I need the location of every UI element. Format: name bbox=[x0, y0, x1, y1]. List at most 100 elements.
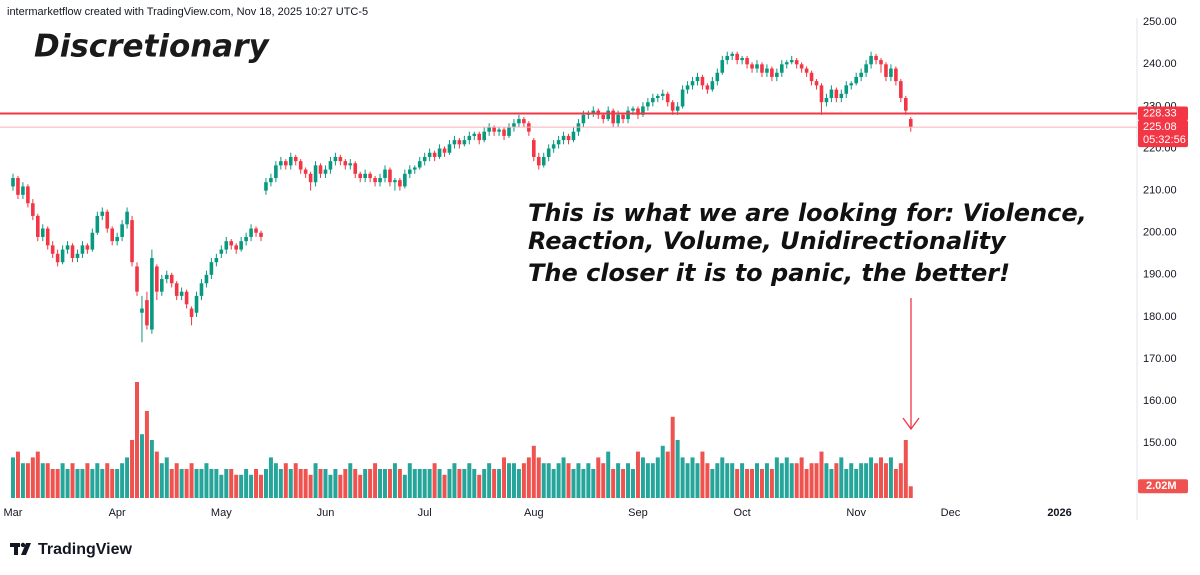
y-tick-label: 210.00 bbox=[1143, 185, 1177, 197]
brand-logo bbox=[10, 542, 31, 555]
volume-bar bbox=[561, 457, 566, 498]
volume-bar bbox=[581, 469, 586, 498]
volume-bar bbox=[204, 463, 209, 498]
volume-bar bbox=[888, 457, 893, 498]
volume-bar bbox=[100, 469, 105, 498]
candle-body bbox=[487, 127, 491, 132]
volume-bar bbox=[635, 451, 640, 498]
volume-bar bbox=[397, 469, 402, 498]
volume-bar bbox=[25, 463, 30, 498]
volume-bar bbox=[829, 469, 834, 498]
candle-body bbox=[556, 140, 561, 145]
candle-body bbox=[140, 308, 144, 313]
volume-bar bbox=[169, 469, 174, 498]
candle-body bbox=[135, 266, 139, 292]
volume-bar bbox=[472, 469, 477, 498]
candle-body bbox=[908, 119, 913, 128]
candle-body bbox=[224, 241, 229, 250]
y-tick-label: 250.00 bbox=[1143, 16, 1177, 28]
candle-body bbox=[780, 64, 784, 73]
volume-bar bbox=[715, 463, 720, 498]
volume-bar bbox=[229, 469, 234, 498]
x-tick-label: Nov bbox=[846, 507, 866, 519]
candle-body bbox=[284, 161, 288, 166]
candle-body bbox=[799, 64, 804, 69]
x-tick-label: Dec bbox=[941, 507, 961, 519]
volume-bar bbox=[358, 474, 363, 498]
volume-bar bbox=[139, 434, 144, 498]
candle-body bbox=[794, 60, 799, 65]
y-tick-label: 150.00 bbox=[1143, 437, 1177, 449]
volume-bar bbox=[898, 463, 903, 498]
candle-body bbox=[482, 131, 486, 141]
volume-bar bbox=[725, 463, 730, 498]
candle-body bbox=[775, 72, 779, 77]
volume-bar bbox=[521, 463, 526, 498]
volume-bar bbox=[536, 457, 541, 498]
candle-body bbox=[100, 211, 105, 216]
volume-bar bbox=[883, 463, 888, 498]
candle-body bbox=[269, 178, 273, 183]
volume-bar bbox=[60, 463, 65, 498]
candle-body bbox=[889, 68, 893, 77]
candle-body bbox=[467, 135, 472, 141]
candle-body bbox=[770, 68, 774, 77]
candle-body bbox=[541, 156, 546, 166]
volume-bar bbox=[45, 463, 50, 498]
candle-body bbox=[839, 93, 844, 98]
volume-bar bbox=[511, 463, 516, 498]
volume-bar bbox=[457, 469, 462, 498]
candle-body bbox=[303, 169, 308, 174]
candle-body bbox=[412, 167, 417, 170]
volume-bar bbox=[516, 469, 521, 498]
volume-bar bbox=[288, 469, 293, 498]
candle-body bbox=[854, 76, 858, 84]
candle-body bbox=[105, 211, 110, 229]
candle-body bbox=[214, 258, 219, 263]
volume-bar bbox=[149, 440, 154, 498]
candle-body bbox=[209, 262, 214, 275]
volume-bar bbox=[189, 463, 194, 498]
volume-bar bbox=[477, 474, 482, 498]
y-tick-label: 180.00 bbox=[1143, 311, 1177, 323]
candle-body bbox=[115, 236, 119, 242]
volume-bar bbox=[303, 469, 308, 498]
volume-bar bbox=[779, 463, 784, 498]
candle-body bbox=[829, 89, 834, 98]
candle-body bbox=[373, 178, 377, 183]
volume-bar bbox=[705, 463, 710, 498]
candle-body bbox=[457, 140, 462, 145]
candle-body bbox=[879, 60, 883, 65]
candle-body bbox=[323, 169, 328, 174]
candle-body bbox=[398, 180, 402, 187]
candle-body bbox=[740, 58, 744, 61]
y-tick-label: 200.00 bbox=[1143, 227, 1177, 239]
candle-body bbox=[670, 102, 675, 111]
candle-body bbox=[174, 283, 179, 296]
volume-bar bbox=[467, 463, 472, 498]
volume-bar bbox=[85, 463, 90, 498]
volume-bar bbox=[387, 469, 392, 498]
volume-bar bbox=[690, 457, 695, 498]
volume-bar bbox=[759, 469, 764, 498]
volume-bar bbox=[209, 469, 214, 498]
candle-body bbox=[179, 291, 184, 296]
candle-body bbox=[804, 68, 809, 73]
volume-bar bbox=[174, 463, 179, 498]
annotation: The closer it is to panic, the better! bbox=[528, 259, 1010, 287]
volume-bar bbox=[333, 469, 338, 498]
arrow-head bbox=[902, 417, 920, 431]
candle-body bbox=[313, 165, 318, 183]
candle-body bbox=[502, 129, 506, 136]
x-tick-label: Aug bbox=[524, 507, 544, 519]
candle-body bbox=[869, 55, 873, 65]
volume-bar bbox=[675, 440, 680, 498]
volume-label-box bbox=[1138, 479, 1188, 494]
volume-bar bbox=[655, 457, 660, 498]
candle-body bbox=[16, 178, 20, 195]
candle-body bbox=[517, 119, 521, 124]
candle-body bbox=[874, 55, 878, 61]
volume-bar bbox=[15, 451, 20, 498]
candle-body bbox=[725, 55, 730, 61]
